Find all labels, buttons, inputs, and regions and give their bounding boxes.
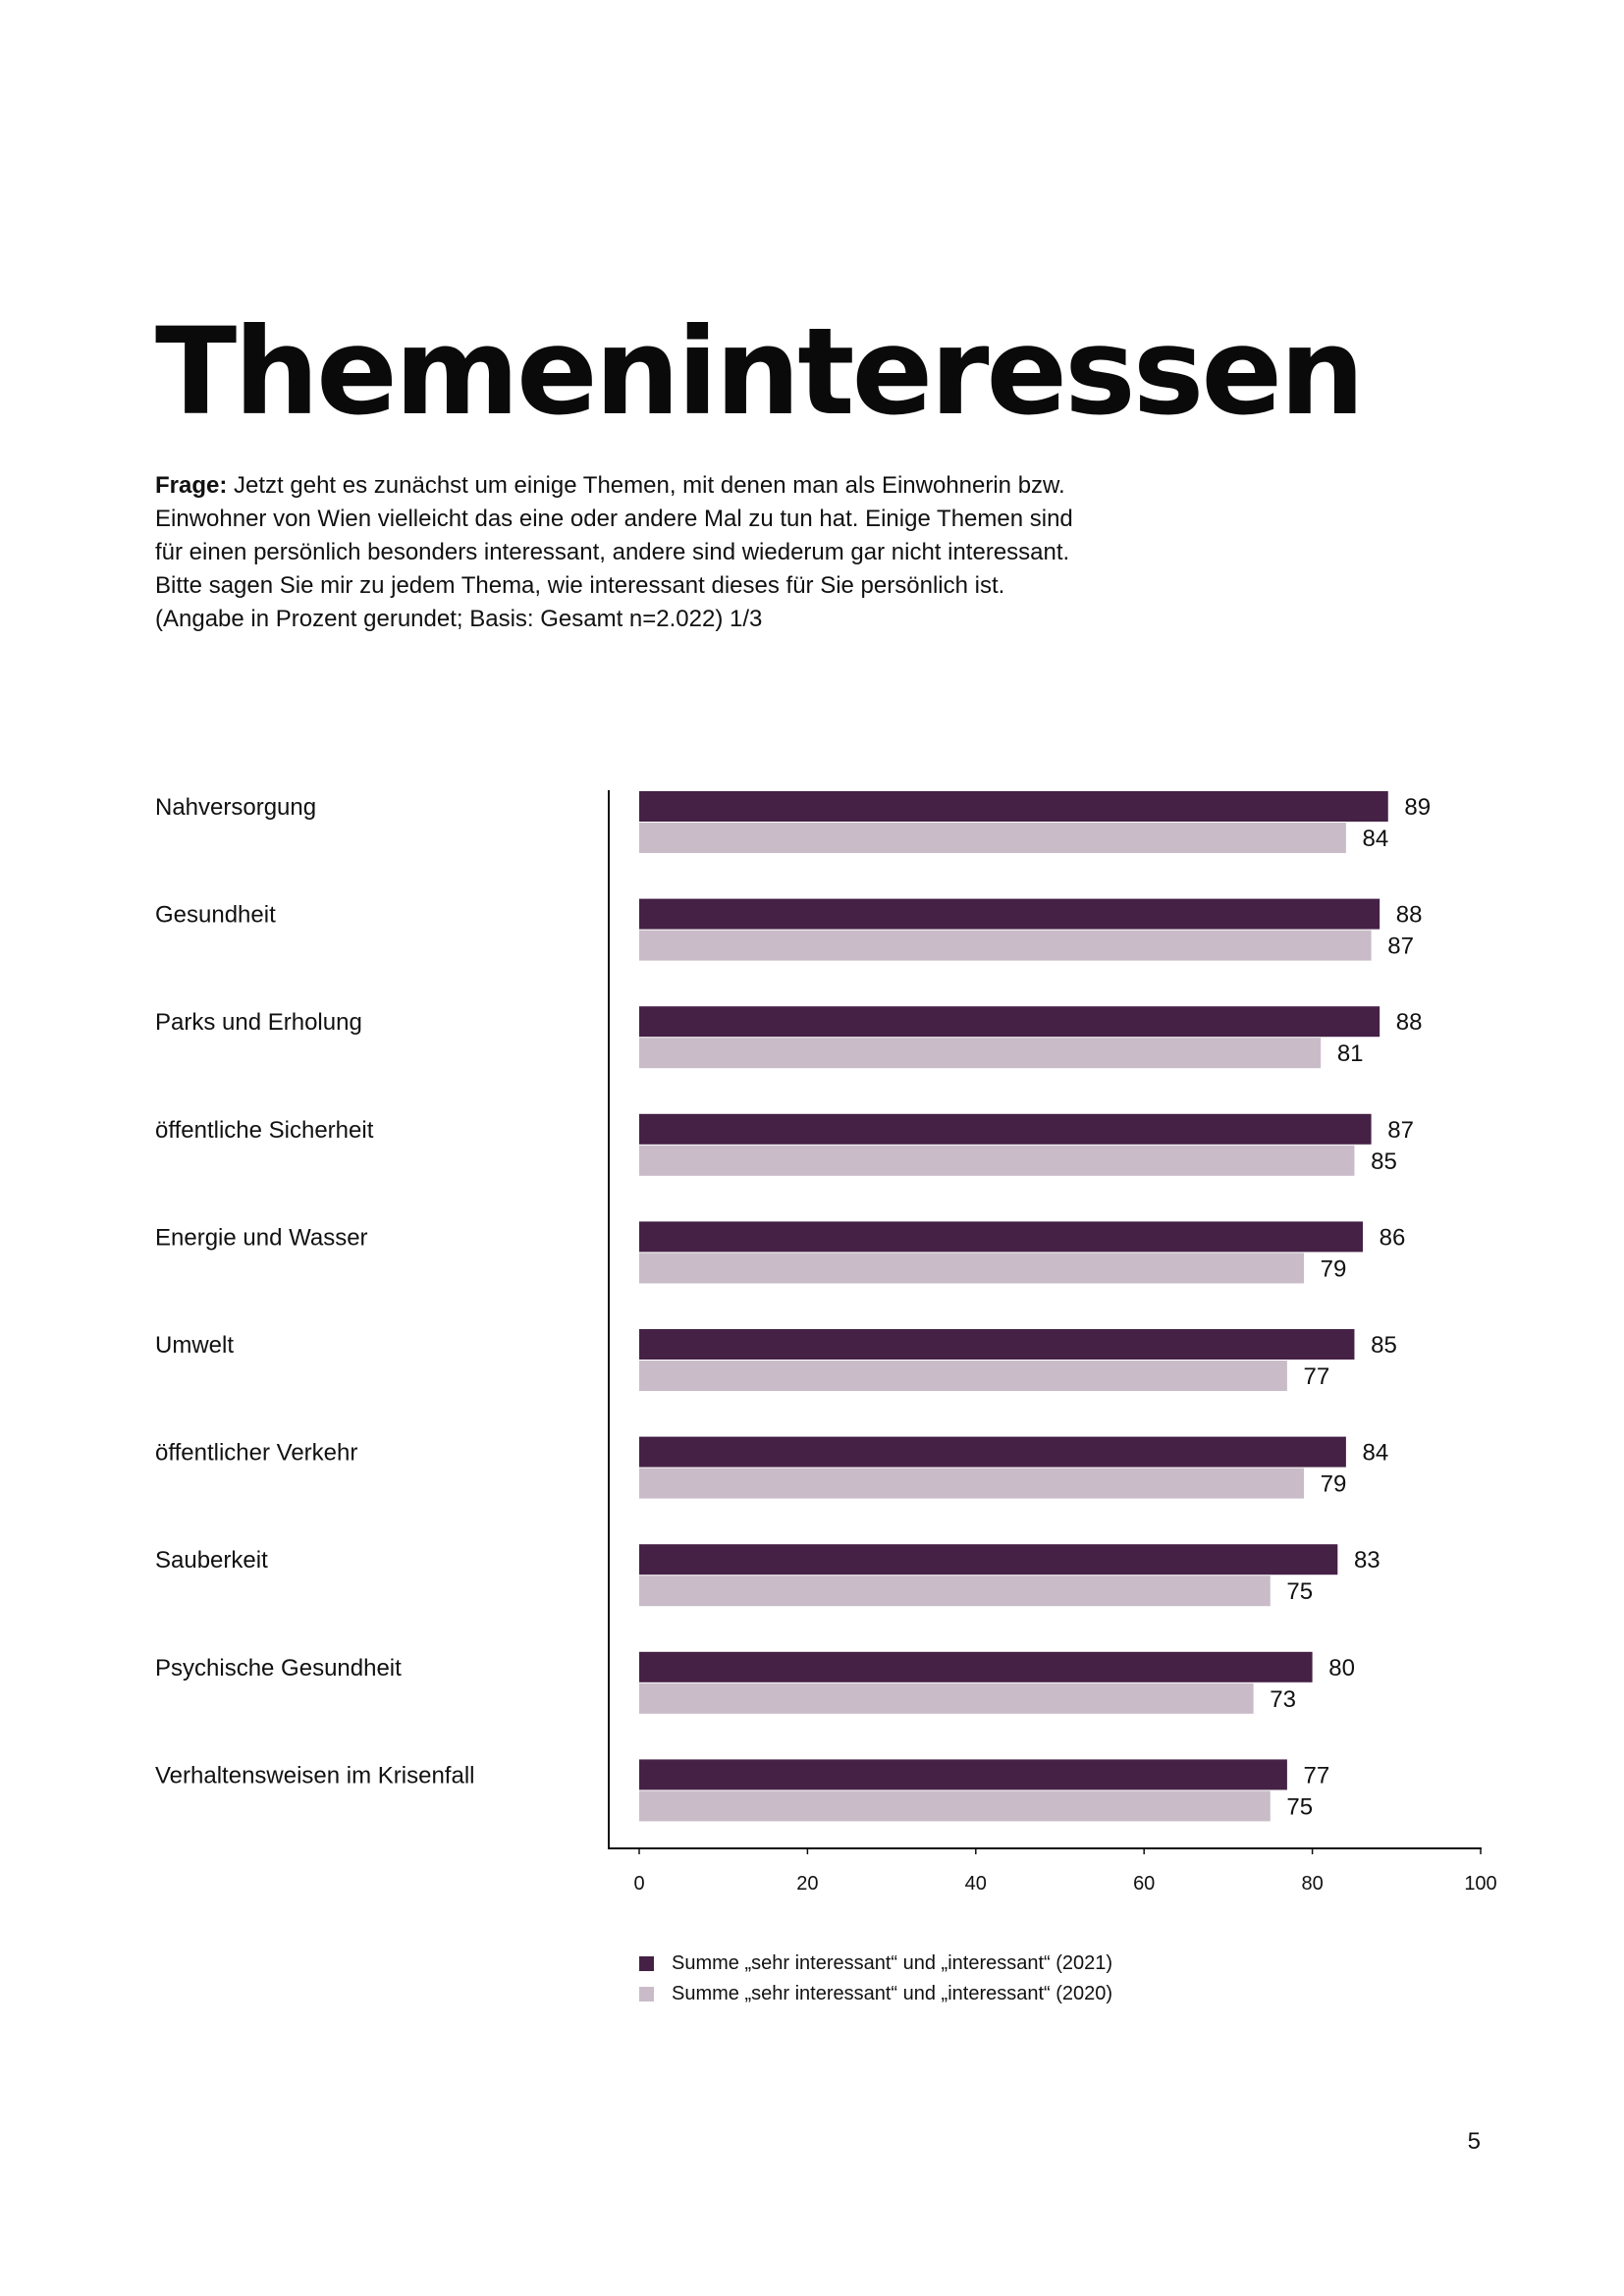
- bar-2020: [639, 1682, 1254, 1714]
- question-text: Frage: Jetzt geht es zunächst um einige …: [155, 469, 1137, 636]
- category-label: öffentliche Sicherheit: [155, 1117, 374, 1144]
- page-title: Themeninteressen: [155, 302, 1365, 442]
- bar-2020: [639, 1253, 1305, 1284]
- bar-2021: [639, 1436, 1346, 1468]
- category-label: Sauberkeit: [155, 1547, 268, 1574]
- x-tick-label: 20: [796, 1873, 818, 1895]
- bar-2021: [639, 1221, 1364, 1253]
- data-label: 77: [1304, 1762, 1330, 1789]
- bar-2020: [639, 1790, 1271, 1822]
- x-tick-label: 40: [965, 1873, 987, 1895]
- bar-2020: [639, 1575, 1271, 1607]
- question-line: Bitte sagen Sie mir zu jedem Thema, wie …: [155, 572, 1005, 599]
- category-label: Psychische Gesundheit: [155, 1655, 402, 1682]
- bar-2020: [639, 1038, 1322, 1069]
- x-tick-label: 100: [1464, 1873, 1496, 1895]
- data-label: 80: [1328, 1655, 1355, 1682]
- question-line: Frage: Jetzt geht es zunächst um einige …: [155, 469, 1137, 503]
- bar-2021: [639, 1329, 1355, 1360]
- data-label: 87: [1387, 1117, 1414, 1144]
- data-label: 88: [1396, 902, 1423, 929]
- bar-2020: [639, 1145, 1355, 1176]
- legend-label-2020: Summe „sehr interessant“ und „interessan…: [672, 1983, 1113, 2004]
- legend-item-2021: Summe „sehr interessant“ und „interessan…: [639, 1949, 1112, 1979]
- data-label: 83: [1354, 1547, 1380, 1574]
- bar-2021: [639, 791, 1388, 822]
- page-number: 5: [1467, 2128, 1481, 2155]
- bar-2021: [639, 1759, 1287, 1790]
- data-label: 89: [1404, 794, 1431, 821]
- question-line-text: Jetzt geht es zunächst um einige Themen,…: [234, 472, 1065, 499]
- legend-label-2021: Summe „sehr interessant“ und „interessan…: [672, 1952, 1113, 1974]
- data-label: 79: [1321, 1471, 1347, 1498]
- data-label: 84: [1363, 826, 1389, 852]
- bar-2021: [639, 1651, 1313, 1682]
- question-line: Einwohner von Wien vielleicht das eine o…: [155, 506, 1073, 532]
- legend-swatch-2021: [639, 1956, 654, 1971]
- question-label: Frage:: [155, 472, 228, 499]
- chart-legend: Summe „sehr interessant“ und „interessan…: [639, 1949, 1112, 2009]
- legend-item-2020: Summe „sehr interessant“ und „interessan…: [639, 1979, 1112, 2009]
- bar-2020: [639, 823, 1346, 853]
- category-label: Nahversorgung: [155, 794, 316, 821]
- category-label: Parks und Erholung: [155, 1009, 362, 1036]
- question-line: (Angabe in Prozent gerundet; Basis: Gesa…: [155, 606, 763, 632]
- category-label: Gesundheit: [155, 902, 276, 929]
- category-label: Umwelt: [155, 1332, 234, 1359]
- data-label: 85: [1371, 1148, 1397, 1175]
- bar-2021: [639, 1113, 1372, 1145]
- bar-2020: [639, 930, 1372, 961]
- bar-2021: [639, 1006, 1380, 1038]
- data-label: 75: [1286, 1578, 1313, 1605]
- bar-2021: [639, 898, 1380, 930]
- legend-swatch-2020: [639, 1987, 654, 2002]
- data-label: 86: [1380, 1224, 1406, 1251]
- bar-2020: [639, 1361, 1287, 1391]
- x-tick-label: 60: [1133, 1873, 1155, 1895]
- data-label: 85: [1371, 1332, 1397, 1359]
- bar-2020: [639, 1468, 1305, 1499]
- data-label: 77: [1304, 1363, 1330, 1390]
- data-label: 84: [1363, 1440, 1389, 1467]
- category-label: Verhaltensweisen im Krisenfall: [155, 1762, 475, 1789]
- category-label: öffentlicher Verkehr: [155, 1440, 357, 1467]
- question-line: für einen persönlich besonders interessa…: [155, 539, 1070, 565]
- category-label: Energie und Wasser: [155, 1224, 368, 1251]
- data-label: 75: [1286, 1793, 1313, 1820]
- data-label: 81: [1337, 1041, 1364, 1067]
- bar-2021: [639, 1544, 1338, 1575]
- data-label: 73: [1270, 1686, 1296, 1713]
- x-tick-label: 80: [1301, 1873, 1323, 1895]
- data-label: 87: [1387, 934, 1414, 960]
- data-label: 79: [1321, 1255, 1347, 1282]
- x-tick-label: 0: [633, 1873, 644, 1895]
- data-label: 88: [1396, 1009, 1423, 1036]
